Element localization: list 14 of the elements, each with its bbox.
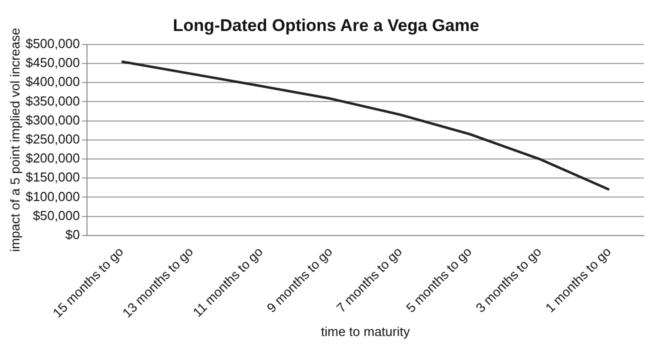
y-tick-label: $500,000 — [26, 36, 80, 51]
y-tick-label: $350,000 — [26, 93, 80, 108]
y-tick-label: $150,000 — [26, 170, 80, 185]
y-tick-label: $0 — [65, 227, 80, 242]
y-tick-label: $100,000 — [26, 188, 80, 204]
x-axis-title: time to maturity — [320, 324, 410, 339]
y-tick-label: $300,000 — [26, 112, 80, 128]
y-tick-label: $200,000 — [26, 150, 80, 166]
y-axis-title: impact of a 5 point implied vol increase — [7, 28, 22, 252]
y-tick-label: $450,000 — [26, 55, 80, 70]
y-tick-label: $400,000 — [26, 74, 80, 90]
y-tick-label: $50,000 — [32, 208, 80, 223]
chart-title: Long-Dated Options Are a Vega Game — [172, 16, 480, 35]
y-tick-label: $250,000 — [26, 132, 80, 146]
